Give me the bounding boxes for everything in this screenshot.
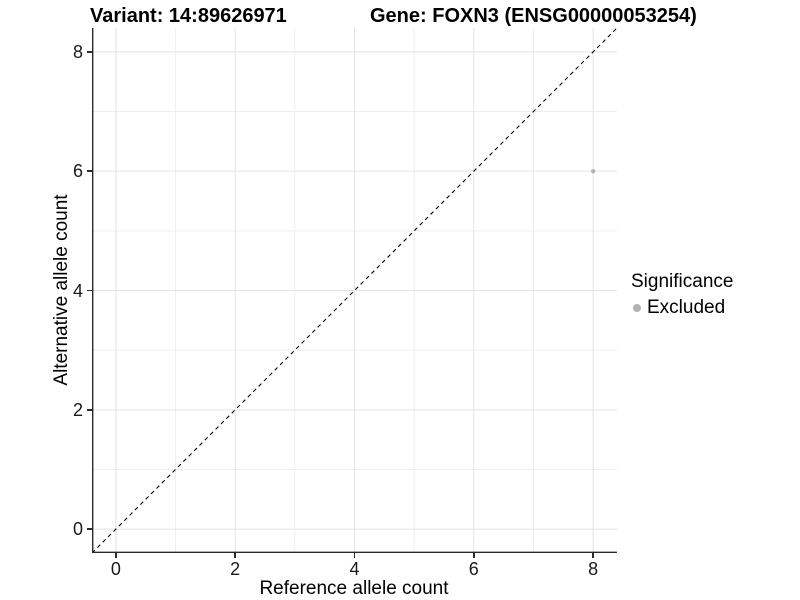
- x-axis-tick-mark: [234, 553, 236, 558]
- x-axis-tick-mark: [115, 553, 117, 558]
- y-axis-tick-mark: [87, 51, 92, 53]
- y-axis-tick-label: 8: [72, 41, 83, 62]
- x-axis-tick-label: 2: [230, 559, 241, 579]
- legend: Significance Excluded: [629, 271, 733, 319]
- y-axis-tick-mark: [87, 289, 92, 292]
- legend-item-label: Excluded: [647, 297, 726, 318]
- x-axis-tick-mark: [592, 553, 594, 558]
- y-axis-tick-label: 4: [72, 280, 83, 301]
- legend-item: Excluded: [629, 297, 733, 319]
- y-axis-tick-mark: [87, 170, 92, 172]
- y-axis-tick-mark: [87, 409, 92, 411]
- x-axis-title: Reference allele count: [259, 578, 449, 599]
- legend-point-icon: [633, 304, 641, 312]
- x-axis-tick-label: 4: [349, 559, 360, 579]
- y-axis-title: Alternative allele count: [51, 194, 72, 386]
- plot-title-variant: Variant: 14:89626971: [90, 5, 287, 27]
- plot-panel: [92, 28, 617, 553]
- y-axis-tick-mark: [87, 528, 92, 530]
- y-axis-tick-label: 0: [72, 519, 83, 540]
- x-axis-tick-label: 0: [110, 559, 121, 579]
- plot-area-canvas: [92, 28, 617, 553]
- x-axis-tick-label: 8: [588, 559, 599, 579]
- x-axis-tick-mark: [353, 553, 356, 558]
- legend-title: Significance: [631, 271, 734, 292]
- x-axis-tick-label: 6: [468, 559, 479, 579]
- x-axis-tick-mark: [473, 553, 475, 558]
- y-axis-tick-label: 2: [72, 399, 83, 420]
- legend-items: Excluded: [629, 297, 733, 319]
- plot-title-gene: Gene: FOXN3 (ENSG00000053254): [370, 5, 697, 27]
- y-axis-tick-label: 6: [72, 161, 83, 182]
